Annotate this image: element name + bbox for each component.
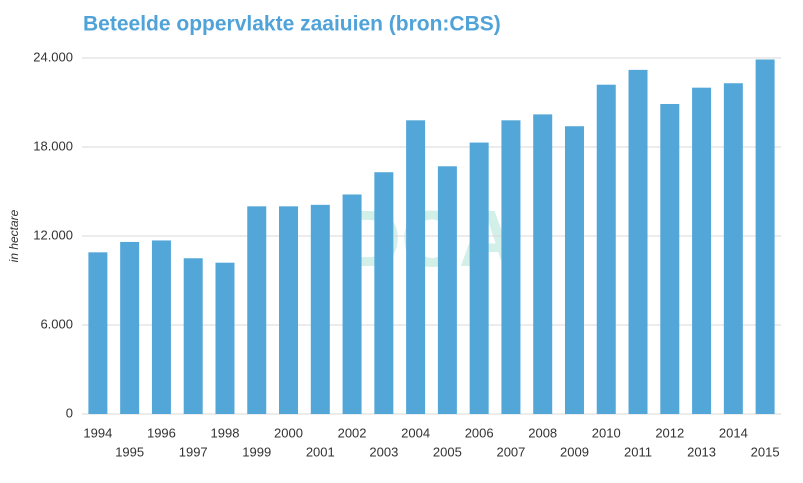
bar — [120, 241, 140, 414]
x-tick-label: 2009 — [560, 444, 589, 459]
bar — [437, 166, 457, 414]
x-tick-label: 2015 — [751, 444, 780, 459]
x-tick-label: 2008 — [528, 425, 557, 440]
watermark: DCA — [343, 194, 516, 283]
x-tick-label: 2012 — [655, 425, 684, 440]
x-tick-label: 2011 — [624, 444, 652, 459]
x-tick-label: 1997 — [179, 444, 208, 459]
y-axis-label: in hectare — [7, 209, 21, 262]
bar — [469, 142, 489, 415]
bar — [501, 120, 521, 415]
bar — [215, 262, 235, 414]
bar — [628, 69, 648, 414]
x-tick-label: 2010 — [592, 425, 621, 440]
bar — [310, 204, 330, 414]
y-tick-label: 24.000 — [33, 49, 73, 64]
x-tick-label: 1998 — [211, 425, 240, 440]
bar — [406, 120, 426, 415]
y-tick-label: 6.000 — [40, 316, 73, 331]
x-tick-label: 1999 — [242, 444, 271, 459]
x-tick-label: 2003 — [369, 444, 398, 459]
bar — [596, 84, 616, 414]
x-tick-label: 2014 — [719, 425, 748, 440]
x-tick-label: 1994 — [83, 425, 112, 440]
x-tick-label: 1996 — [147, 425, 176, 440]
x-tick-label: 2007 — [496, 444, 525, 459]
x-tick-label: 2005 — [433, 444, 462, 459]
bar — [342, 194, 362, 414]
bar — [692, 87, 712, 415]
bar — [183, 258, 203, 414]
bar — [755, 59, 775, 414]
bar — [374, 172, 394, 414]
bar — [279, 206, 299, 414]
x-tick-label: 2006 — [465, 425, 494, 440]
y-tick-label: 0 — [66, 405, 73, 420]
bar — [88, 252, 108, 414]
x-tick-label: 2004 — [401, 425, 430, 440]
x-tick-label: 2013 — [687, 444, 716, 459]
x-tick-label: 2002 — [338, 425, 367, 440]
y-tick-label: 18.000 — [33, 138, 73, 153]
y-tick-label: 12.000 — [33, 227, 73, 242]
bar — [151, 240, 171, 414]
chart-title: Beteelde oppervlakte zaaiuien (bron:CBS) — [83, 13, 501, 36]
bar — [247, 206, 267, 414]
bar — [564, 126, 584, 414]
x-tick-label: 2000 — [274, 425, 303, 440]
x-tick-label: 1995 — [115, 444, 144, 459]
bar — [660, 103, 680, 414]
x-tick-label: 2001 — [306, 444, 335, 459]
bar — [533, 114, 553, 414]
bar — [723, 83, 743, 414]
